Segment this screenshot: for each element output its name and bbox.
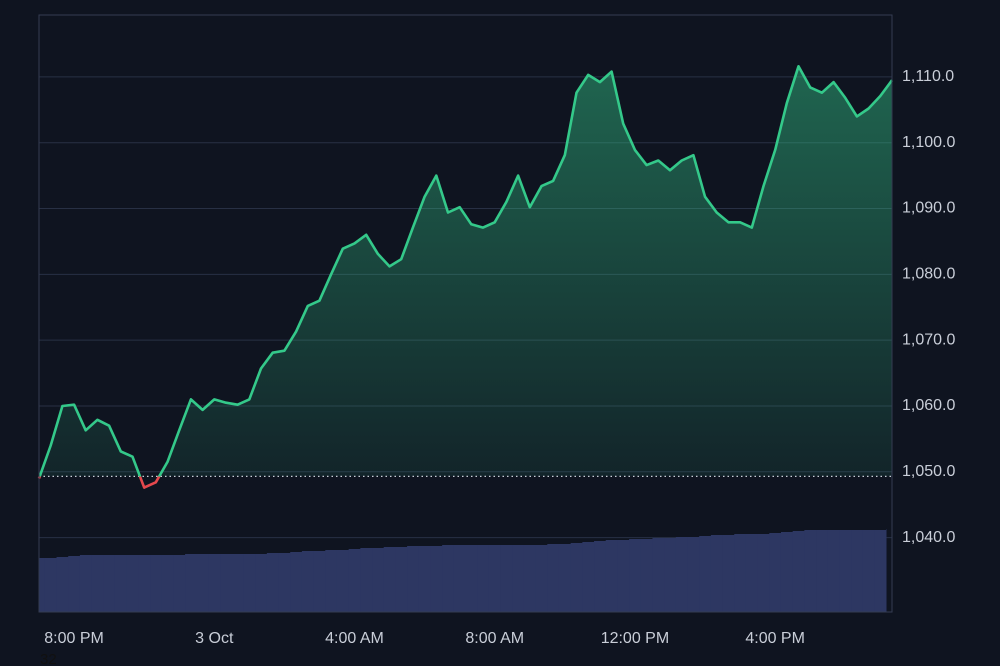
volume-bar — [372, 548, 385, 612]
volume-bar — [208, 554, 221, 612]
y-tick-label: 1,100.0 — [902, 134, 955, 151]
volume-bar — [523, 545, 537, 612]
volume-bar — [173, 555, 186, 612]
volume-bar — [395, 547, 408, 612]
volume-bar — [39, 558, 46, 612]
volume-bar — [231, 554, 244, 612]
volume-bar — [348, 549, 361, 612]
volume-bar — [255, 554, 268, 612]
y-tick-label: 1,080.0 — [902, 266, 955, 283]
plot-frame — [38, 14, 893, 613]
volume-bar — [79, 555, 92, 612]
volume-bar — [488, 545, 501, 612]
volume-bar — [629, 539, 642, 612]
volume-bar — [325, 550, 338, 612]
volume-bar — [44, 558, 57, 612]
x-tick-label: 12:00 PM — [601, 630, 669, 647]
y-tick-label: 1,070.0 — [902, 331, 955, 348]
volume-bar — [769, 533, 782, 612]
volume-bar — [535, 545, 548, 612]
volume-bar — [243, 554, 256, 612]
y-tick-label: 1,090.0 — [902, 200, 955, 217]
volume-bar — [126, 555, 139, 612]
y-tick-label: 1,060.0 — [902, 397, 955, 414]
volume-bar — [114, 555, 128, 612]
volume-bar — [477, 545, 490, 612]
x-tick-label: 4:00 PM — [745, 630, 805, 647]
y-tick-label: 1,040.0 — [902, 529, 955, 546]
volume-bar — [383, 547, 396, 612]
volume-bar — [816, 530, 829, 612]
volume-bar — [512, 545, 525, 612]
volume-bar — [278, 553, 291, 612]
volume-bar — [442, 545, 455, 612]
volume-bar — [827, 530, 840, 612]
x-tick-label: 3 Oct — [195, 630, 234, 647]
volume-bar — [675, 537, 688, 612]
volume-bar — [594, 541, 607, 612]
volume-bar — [652, 538, 665, 612]
volume-bar — [336, 550, 350, 612]
volume-bar — [780, 532, 794, 612]
volume-bar — [862, 530, 875, 612]
x-tick-label: 8:00 PM — [44, 630, 104, 647]
volume-bar — [640, 539, 653, 612]
volume-bar — [605, 540, 618, 612]
volume-bar — [722, 535, 735, 612]
price-line — [37, 65, 894, 489]
volume-bar — [220, 554, 233, 612]
footer-text: 32 — [40, 651, 57, 666]
volume-bar — [266, 553, 279, 612]
volume-bar — [710, 535, 723, 612]
volume-bar — [138, 555, 151, 612]
volume-bar — [699, 536, 712, 612]
volume-bar — [91, 555, 104, 612]
volume-bar — [792, 531, 805, 612]
volume-bar — [617, 540, 630, 612]
volume-bar — [582, 542, 595, 612]
volume-bar — [290, 552, 303, 612]
volume-bar — [196, 554, 209, 612]
volume-bar — [570, 543, 583, 612]
volume-bar — [757, 534, 770, 612]
volume-bar — [150, 555, 163, 612]
y-tick-label: 1,050.0 — [902, 463, 955, 480]
volume-bar — [465, 545, 478, 612]
volume-bar — [664, 538, 677, 612]
volume-bar — [360, 548, 373, 612]
area-fill — [39, 66, 892, 477]
volume-bar — [745, 534, 759, 612]
volume-bar — [161, 555, 174, 612]
volume-bar — [734, 534, 747, 612]
y-tick-label: 1,110.0 — [902, 68, 954, 85]
volume-bar — [851, 530, 864, 612]
volume-bar — [301, 551, 314, 612]
x-tick-label: 8:00 AM — [465, 630, 524, 647]
x-tick-label: 4:00 AM — [325, 630, 384, 647]
volume-bar — [407, 546, 420, 612]
volume-bar — [804, 530, 817, 612]
volume-bar — [313, 551, 326, 612]
volume-bar — [68, 556, 81, 612]
volume-bar — [185, 554, 198, 612]
volume-bar — [103, 555, 116, 612]
volume-bar — [418, 546, 431, 612]
volume-bar — [687, 537, 700, 612]
volume-bar — [500, 545, 513, 612]
volume-bar — [874, 530, 887, 612]
volume-bar — [558, 544, 572, 612]
volume-bar — [547, 544, 560, 612]
volume-bar — [56, 557, 69, 612]
volume-bar — [839, 530, 852, 612]
volume-bar — [453, 545, 466, 612]
volume-bar — [430, 546, 443, 612]
